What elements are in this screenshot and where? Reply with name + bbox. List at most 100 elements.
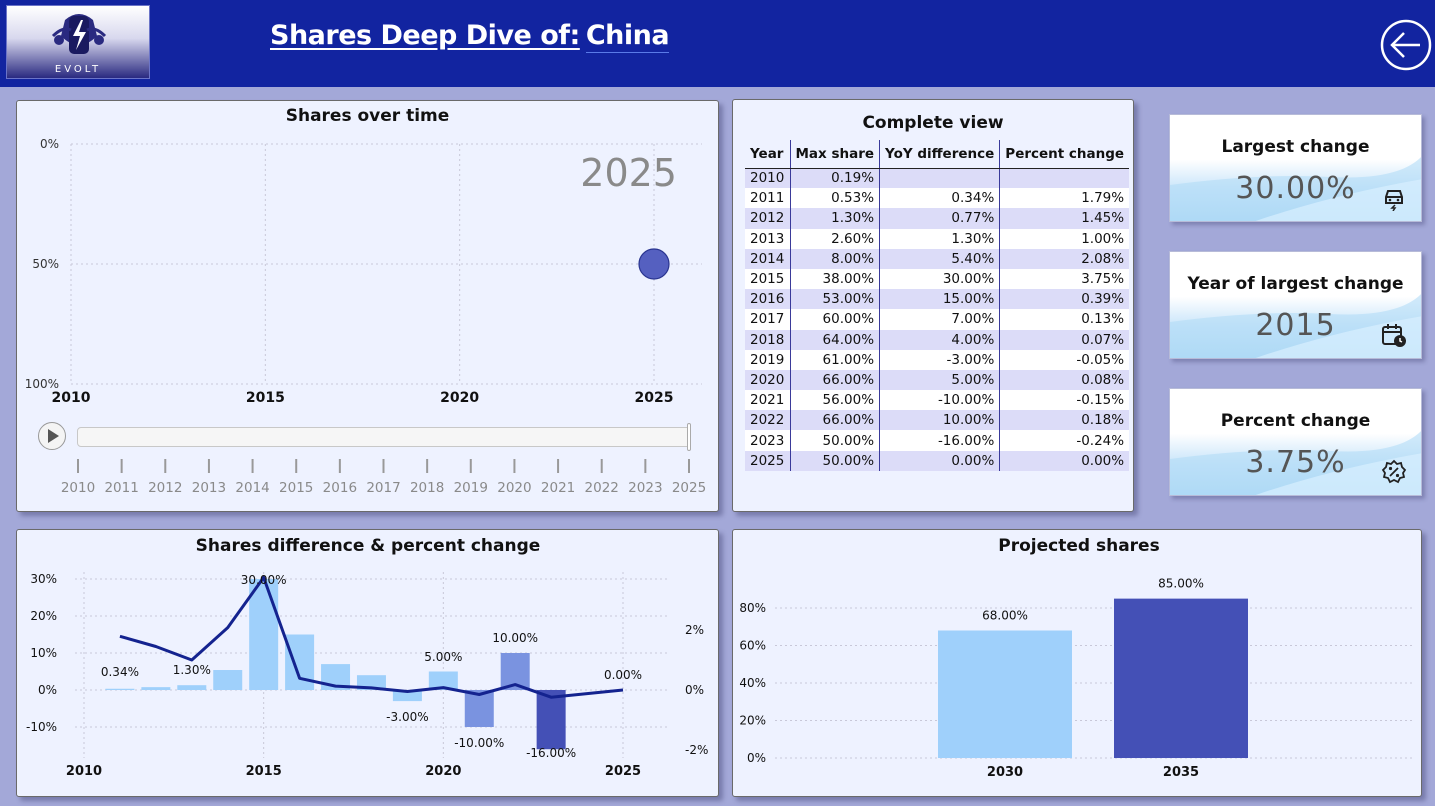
y-tick-label: 80% xyxy=(739,601,766,615)
y-tick-label: 0% xyxy=(40,137,59,151)
card-title: Complete view xyxy=(862,113,1004,133)
table-cell: 56.00% xyxy=(789,390,880,411)
y-tick-label-right: -2% xyxy=(685,743,708,757)
y-tick-label-left: 10% xyxy=(30,646,57,660)
y-tick-label: 0% xyxy=(747,751,766,765)
data-label: 5.00% xyxy=(424,650,462,664)
table-cell: 4.00% xyxy=(879,329,1000,350)
table-row[interactable]: 2018 64.00% 4.00% 0.07% xyxy=(745,329,1130,350)
table-cell: 2018 xyxy=(745,329,790,350)
table-row[interactable]: 2016 53.00% 15.00% 0.39% xyxy=(745,289,1130,310)
table-row[interactable]: 2014 8.00% 5.40% 2.08% xyxy=(745,248,1130,269)
y-tick-label-left: 0% xyxy=(38,683,57,697)
header-bar: EVOLT Shares Deep Dive of: China xyxy=(0,0,1435,87)
table-row[interactable]: 2015 38.00% 30.00% 3.75% xyxy=(745,268,1130,290)
card-title: Shares over time xyxy=(285,106,450,126)
shares-difference-card: Shares difference & percent change -10% 0%… xyxy=(16,529,719,797)
table-cell: -10.00% xyxy=(879,390,1000,411)
timeline-year-label: 2019 xyxy=(454,480,488,496)
table-row[interactable]: 2023 50.00% -16.00% -0.24% xyxy=(745,430,1130,451)
logo-text: EVOLT xyxy=(54,64,102,75)
data-label: -3.00% xyxy=(386,710,428,724)
table-row[interactable]: 2013 2.60% 1.30% 1.00% xyxy=(745,228,1130,249)
bar xyxy=(249,579,279,690)
timeline-year-label: 2018 xyxy=(410,480,444,496)
timeline-year-label: 2014 xyxy=(235,480,269,496)
card-wave-decoration xyxy=(1170,293,1421,358)
table-cell: 1.45% xyxy=(999,208,1130,229)
page-title: Shares Deep Dive of: China xyxy=(270,20,670,53)
shares-over-time-card: Shares over time 0% 50% 100% 2010 2015 2020 20… xyxy=(16,100,719,512)
y-tick-label-left: -10% xyxy=(26,720,57,734)
kpi-percent-change: Percent change 3.75% xyxy=(1169,388,1422,496)
card-title: Shares difference & percent change xyxy=(196,536,541,556)
table-row[interactable]: 2010 0.19% xyxy=(745,168,1130,189)
table-cell: 2010 xyxy=(745,168,790,189)
timeline-year-label: 2022 xyxy=(585,480,619,496)
bar xyxy=(213,670,243,690)
table-cell: 2012 xyxy=(745,208,790,229)
back-arrow-icon xyxy=(1380,19,1432,71)
table-row[interactable]: 2012 1.30% 0.77% 1.45% xyxy=(745,208,1130,229)
table-cell: -0.15% xyxy=(999,390,1130,411)
table-cell: 1.79% xyxy=(999,188,1130,209)
x-tick-label: 2015 xyxy=(246,390,285,406)
timeline-handle[interactable] xyxy=(687,423,691,451)
play-icon xyxy=(38,422,66,450)
x-tick-label: 2010 xyxy=(66,764,102,779)
table-cell: 15.00% xyxy=(879,289,1000,310)
table-row[interactable]: 2025 50.00% 0.00% 0.00% xyxy=(745,450,1130,471)
table-cell: 0.39% xyxy=(999,289,1130,310)
kpi-value: 2015 xyxy=(1255,308,1336,343)
table-cell: 0.19% xyxy=(789,168,880,189)
table-cell: 1.30% xyxy=(879,228,1000,249)
timeline-year-label: 2020 xyxy=(497,480,531,496)
table-cell: 0.00% xyxy=(999,450,1130,471)
calendar-clock-icon xyxy=(1382,324,1406,347)
bar xyxy=(177,685,207,690)
timeline-year-label: 2021 xyxy=(541,480,575,496)
x-tick-label: 2030 xyxy=(987,765,1023,780)
play-button[interactable] xyxy=(37,421,67,451)
kpi-label: Year of largest change xyxy=(1187,274,1404,294)
table-cell: -3.00% xyxy=(879,349,1000,370)
table-row[interactable]: 2011 0.53% 0.34% 1.79% xyxy=(745,188,1130,209)
column-header[interactable]: Year xyxy=(745,140,790,169)
y-tick-label: 60% xyxy=(739,639,766,653)
table-cell: 0.08% xyxy=(999,369,1130,391)
table-row[interactable]: 2017 60.00% 7.00% 0.13% xyxy=(745,309,1130,330)
table-row[interactable]: 2020 66.00% 5.00% 0.08% xyxy=(745,369,1130,391)
country-selector[interactable]: China xyxy=(585,20,670,53)
table-cell: 7.00% xyxy=(879,309,1000,330)
table-cell: 61.00% xyxy=(789,349,880,370)
kpi-label: Largest change xyxy=(1221,137,1370,157)
y-tick-label-left: 20% xyxy=(30,609,57,623)
table-cell: 2015 xyxy=(745,268,790,290)
y-tick-label: 100% xyxy=(25,377,59,391)
shares-difference-chart: Shares difference & percent change -10% 0%… xyxy=(26,536,708,779)
table-cell: 50.00% xyxy=(789,450,880,471)
column-header[interactable]: YoY difference xyxy=(879,140,1000,169)
table-row[interactable]: 2019 61.00% -3.00% -0.05% xyxy=(745,349,1130,370)
evolt-logo: EVOLT xyxy=(6,5,150,79)
data-label: 1.30% xyxy=(173,663,211,677)
bar xyxy=(428,671,458,690)
bar xyxy=(536,690,566,750)
current-year-label: 2025 xyxy=(580,151,677,195)
timeline-slider[interactable] xyxy=(77,427,691,447)
table-cell: 2011 xyxy=(745,188,790,209)
table-cell: 66.00% xyxy=(789,369,880,391)
x-tick-label: 2015 xyxy=(246,764,282,779)
x-tick-label: 2025 xyxy=(605,764,641,779)
timeline-year-label: 2012 xyxy=(148,480,182,496)
table-cell: 10.00% xyxy=(879,410,1000,431)
column-header[interactable]: Percent change xyxy=(999,140,1130,169)
table-row[interactable]: 2022 66.00% 10.00% 0.18% xyxy=(745,410,1130,431)
table-cell: 3.75% xyxy=(999,268,1130,290)
table-row[interactable]: 2021 56.00% -10.00% -0.15% xyxy=(745,390,1130,411)
table-cell xyxy=(999,168,1130,189)
column-header[interactable]: Max share xyxy=(789,140,880,169)
table-cell: 2014 xyxy=(745,248,790,269)
back-button[interactable] xyxy=(1380,19,1432,71)
